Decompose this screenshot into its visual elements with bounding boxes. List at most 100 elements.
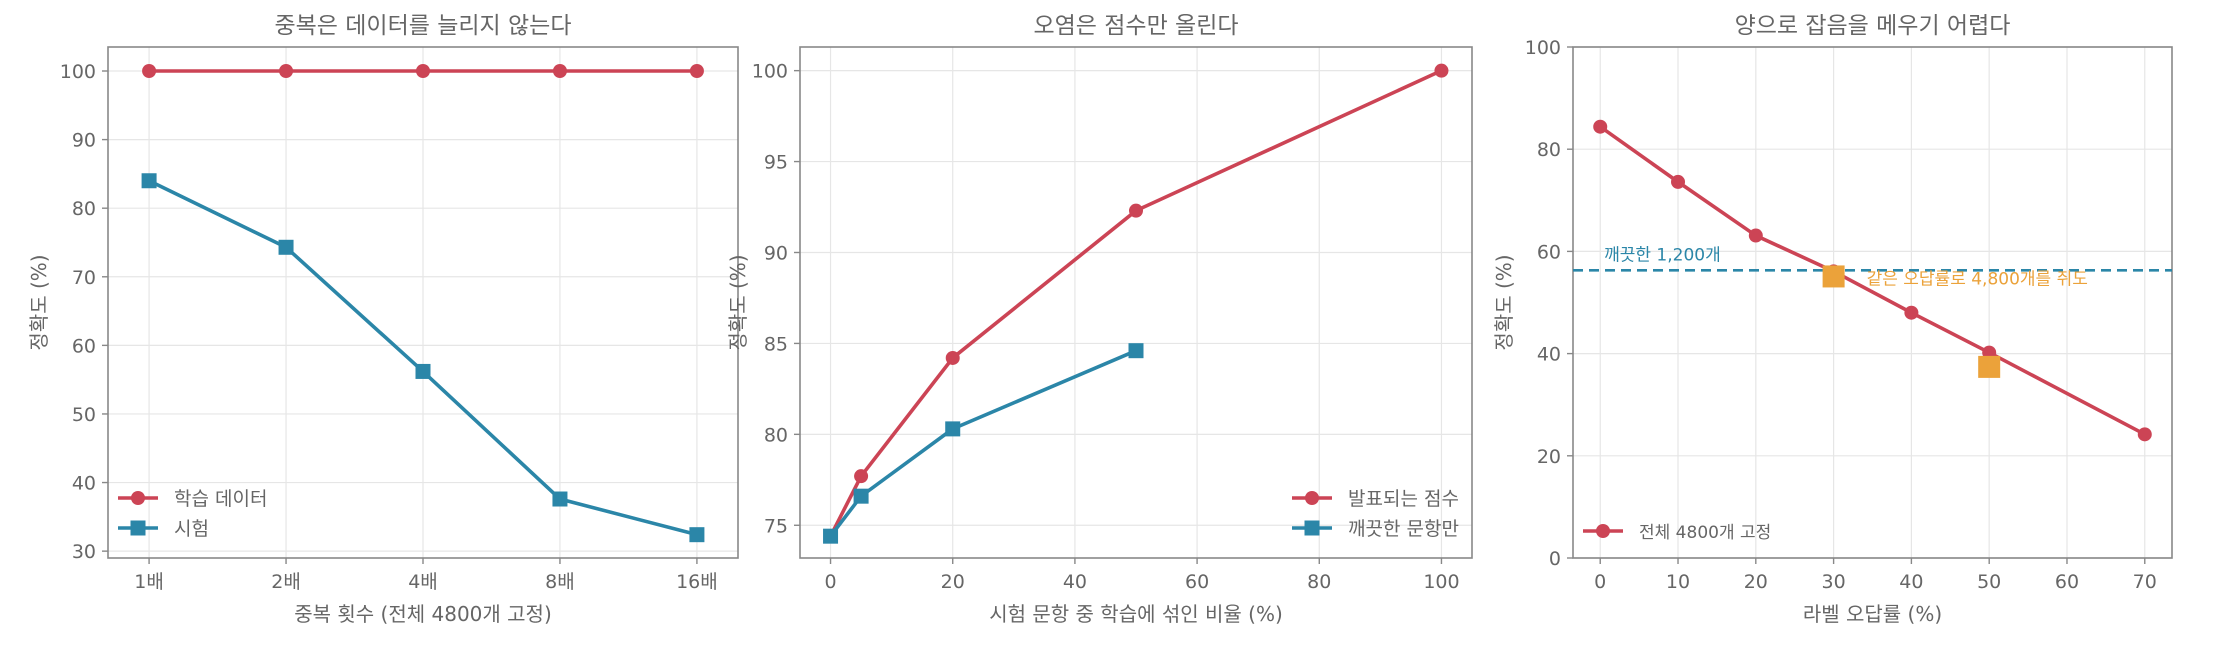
- data-point: [1904, 305, 1919, 320]
- x-tick-label: 16배: [676, 571, 718, 593]
- series-line: [829, 349, 1137, 538]
- data-point: [415, 363, 431, 379]
- x-tick-label: 50: [1977, 571, 2001, 593]
- x-tick-label: 60: [1185, 571, 1209, 593]
- data-point: [853, 488, 869, 504]
- x-tick-label: 80: [1307, 571, 1331, 593]
- y-tick-label: 30: [72, 541, 96, 563]
- series-2: [141, 173, 705, 543]
- chart-panel-3: 0 10 20 30 40 50 60 70 0 20 40 60 80 100 양으로 잡음을 메우기 어…: [1492, 13, 2173, 626]
- data-point: [2137, 427, 2152, 442]
- grid: [108, 47, 738, 558]
- legend-label: 전체 4800개 고정: [1639, 523, 1771, 543]
- x-tick-label: 40: [1063, 571, 1087, 593]
- chart-panel-1: 1배 2배 4배 8배 16배 30 40 50 60 70 80 90 100 중복은 데이터를 늘리지…: [27, 13, 739, 626]
- chart-title: 양으로 잡음을 메우기 어렵다: [1735, 13, 2011, 39]
- data-point: [278, 239, 294, 255]
- x-tick-label: 20: [1744, 571, 1768, 593]
- y-axis-label: 정확도 (%): [1492, 254, 1516, 350]
- y-tick-label: 80: [72, 198, 96, 220]
- data-point: [1748, 228, 1763, 243]
- legend-marker: [1305, 491, 1319, 505]
- highlight-point: [1978, 355, 2001, 378]
- series-1: [142, 64, 704, 79]
- highlight-point: [1822, 265, 1845, 288]
- chart-title: 오염은 점수만 올린다: [1033, 13, 1238, 39]
- x-tick-label: 100: [1423, 571, 1459, 593]
- data-point: [945, 421, 961, 437]
- legend-marker: [131, 491, 145, 505]
- y-tick-label: 75: [764, 515, 788, 537]
- y-tick-label: 50: [72, 404, 96, 426]
- data-point: [279, 64, 294, 79]
- data-point: [1593, 119, 1608, 134]
- legend-label: 깨끗한 문항만: [1348, 518, 1459, 540]
- y-tick-label: 80: [1537, 139, 1561, 161]
- x-tick-label: 2배: [271, 571, 301, 593]
- y-tick-label: 70: [72, 267, 96, 289]
- y-tick-label: 100: [752, 61, 788, 83]
- y-tick-label: 60: [72, 335, 96, 357]
- data-point: [552, 491, 568, 507]
- x-axis-label: 라벨 오답률 (%): [1803, 602, 1942, 626]
- y-tick-label: 100: [60, 61, 96, 83]
- x-tick-label: 4배: [408, 571, 438, 593]
- legend-label: 학습 데이터: [174, 488, 267, 510]
- series-line: [828, 69, 1443, 537]
- y-tick-label: 0: [1549, 548, 1561, 570]
- grid: [1573, 46, 2172, 559]
- y-tick-label: 95: [764, 152, 788, 174]
- y-tick-label: 80: [764, 424, 788, 446]
- x-tick-label: 40: [1899, 571, 1923, 593]
- data-point: [416, 64, 430, 79]
- data-point: [945, 350, 960, 365]
- x-tick-label: 70: [2133, 571, 2157, 593]
- x-tick-label: 20: [941, 571, 965, 593]
- y-tick-label: 90: [72, 130, 96, 152]
- x-tick-label: 8배: [545, 571, 575, 593]
- y-tick-label: 100: [1525, 37, 1561, 59]
- data-point: [142, 64, 157, 79]
- data-point: [141, 173, 157, 189]
- y-tick-label: 40: [72, 473, 96, 495]
- data-point: [1434, 63, 1449, 78]
- plot-frame: [1572, 46, 2173, 559]
- x-tick-label: 0: [824, 571, 836, 593]
- y-tick-label: 85: [764, 333, 788, 355]
- x-axis-label: 시험 문항 중 학습에 섞인 비율 (%): [989, 602, 1283, 626]
- y-tick-label: 60: [1537, 241, 1561, 263]
- data-point: [1128, 343, 1144, 359]
- x-axis-label: 중복 횟수 (전체 4800개 고정): [294, 602, 552, 626]
- x-tick-label: 30: [1822, 571, 1846, 593]
- legend-marker: [130, 520, 146, 536]
- x-tick-label: 0: [1594, 571, 1606, 593]
- data-point: [1129, 203, 1143, 218]
- y-axis-label: 정확도 (%): [27, 254, 51, 350]
- legend: 전체 4800개 고정: [1583, 523, 1771, 543]
- x-tick-label: 1배: [134, 571, 164, 593]
- grid: [800, 47, 1472, 558]
- series-1: [823, 63, 1449, 544]
- y-tick-label: 20: [1537, 446, 1561, 468]
- highlight-points: [1822, 265, 2001, 378]
- data-point: [552, 64, 567, 79]
- data-point: [823, 528, 839, 544]
- data-point: [689, 527, 705, 543]
- data-point: [689, 64, 704, 79]
- y-tick-label: 40: [1537, 344, 1561, 366]
- series-2: [823, 343, 1144, 544]
- data-point: [854, 469, 869, 484]
- legend-marker: [1596, 524, 1610, 538]
- y-axis-label: 정확도 (%): [726, 254, 750, 350]
- y-tick-label: 90: [764, 242, 788, 264]
- data-point: [1671, 174, 1686, 189]
- legend-marker: [1304, 520, 1320, 536]
- x-tick-label: 60: [2055, 571, 2079, 593]
- chart-title: 중복은 데이터를 늘리지 않는다: [274, 13, 571, 39]
- x-tick-label: 10: [1666, 571, 1690, 593]
- plot-frame: [799, 46, 1473, 559]
- highlight-label: 같은 오답률로 4,800개를 쥐도: [1867, 269, 2088, 289]
